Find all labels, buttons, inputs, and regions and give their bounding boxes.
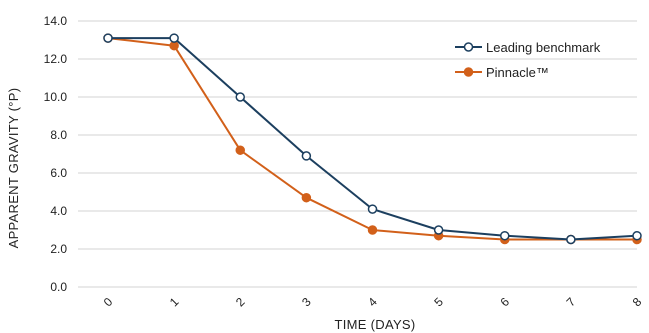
data-point bbox=[500, 230, 510, 241]
y-axis-ticks: 0.0 2.0 4.0 6.0 8.0 10.0 12.0 14.0 bbox=[44, 14, 68, 294]
data-point bbox=[301, 151, 312, 161]
x-axis-ticks: 0 1 2 3 4 5 6 7 8 bbox=[101, 294, 645, 309]
data-point bbox=[367, 204, 378, 214]
x-tick-label: 3 bbox=[299, 294, 314, 309]
data-point bbox=[103, 33, 113, 43]
data-point bbox=[632, 230, 642, 241]
data-point bbox=[301, 192, 312, 203]
legend-marker bbox=[463, 42, 474, 52]
data-point bbox=[235, 92, 245, 102]
y-axis-title: APPARENT GRAVITY (°P) bbox=[6, 88, 21, 249]
gridlines bbox=[78, 20, 637, 288]
data-point bbox=[433, 225, 444, 235]
legend: Leading benchmark Pinnacle™ bbox=[455, 40, 601, 80]
y-tick-label: 12.0 bbox=[44, 52, 68, 66]
y-tick-label: 2.0 bbox=[50, 242, 67, 256]
y-tick-label: 8.0 bbox=[50, 128, 67, 142]
data-point bbox=[566, 234, 576, 245]
data-point bbox=[169, 33, 179, 43]
data-point bbox=[235, 145, 245, 155]
x-tick-label: 7 bbox=[564, 294, 579, 309]
legend-label: Pinnacle™ bbox=[486, 65, 549, 80]
x-axis-title: TIME (DAYS) bbox=[334, 317, 415, 332]
y-tick-label: 10.0 bbox=[44, 90, 68, 104]
series-group bbox=[103, 33, 642, 245]
y-tick-label: 6.0 bbox=[50, 166, 67, 180]
data-point bbox=[169, 40, 179, 51]
x-tick-label: 1 bbox=[167, 294, 182, 309]
x-tick-label: 0 bbox=[101, 294, 116, 309]
legend-marker bbox=[463, 67, 474, 77]
legend-label: Leading benchmark bbox=[486, 40, 601, 55]
legend-item-leading-benchmark: Leading benchmark bbox=[455, 40, 601, 55]
y-tick-label: 0.0 bbox=[50, 280, 67, 294]
data-point bbox=[367, 225, 378, 235]
y-tick-label: 14.0 bbox=[44, 14, 68, 28]
x-tick-label: 2 bbox=[233, 294, 248, 309]
x-tick-label: 6 bbox=[497, 294, 512, 309]
x-tick-label: 8 bbox=[630, 294, 645, 309]
y-tick-label: 4.0 bbox=[50, 204, 67, 218]
series-0 bbox=[103, 33, 642, 245]
x-tick-label: 5 bbox=[431, 294, 446, 309]
x-tick-label: 4 bbox=[365, 294, 380, 309]
legend-item-pinnacle: Pinnacle™ bbox=[455, 65, 549, 80]
